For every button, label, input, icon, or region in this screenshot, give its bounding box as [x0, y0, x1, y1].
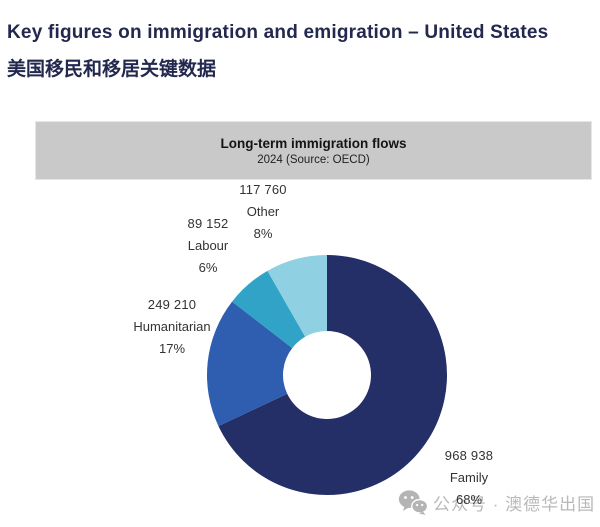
pie-segment-other[interactable]: [267, 255, 327, 337]
pie-label-pct: 8%: [253, 226, 273, 241]
watermark-text: 公众号 · 澳德华出国: [433, 495, 596, 514]
pie-label-humanitarian: 249 210 Humanitarian 17%: [110, 294, 234, 360]
chart-subtitle: 2024 (Source: OECD): [257, 153, 370, 166]
pie-segment-family[interactable]: [218, 255, 447, 495]
pie-label-name: Other: [246, 204, 280, 219]
pie-label-pct: 17%: [158, 341, 186, 356]
pie-segment-humanitarian[interactable]: [207, 301, 293, 427]
pie-label-name: Family: [449, 470, 489, 485]
pie-label-family: 968 938 Family 68%: [414, 445, 524, 511]
pie-label-pct: 6%: [198, 260, 218, 275]
pie-label-value: 117 760: [239, 182, 287, 197]
wechat-icon: [398, 490, 428, 515]
chart-title: Long-term immigration flows: [220, 135, 407, 151]
pie-label-pct: 68%: [455, 492, 483, 507]
chart-header: Long-term immigration flows 2024 (Source…: [35, 121, 592, 180]
pie-label-value: 89 152: [187, 216, 229, 231]
watermark: 公众号 · 澳德华出国: [398, 489, 595, 516]
page-title: Key figures on immigration and emigratio…: [7, 22, 549, 43]
pie-label-name: Humanitarian: [133, 319, 211, 334]
page-subtitle-zh: 美国移民和移居关键数据: [7, 59, 217, 80]
pie-label-name: Labour: [187, 238, 229, 253]
pie-label-value: 249 210: [147, 297, 197, 312]
pie-label-value: 968 938: [444, 448, 494, 463]
pie-segment-labour[interactable]: [232, 270, 306, 349]
pie-label-other: 117 760 Other 8%: [208, 179, 318, 245]
pie-label-labour: 89 152 Labour 6%: [153, 213, 263, 279]
